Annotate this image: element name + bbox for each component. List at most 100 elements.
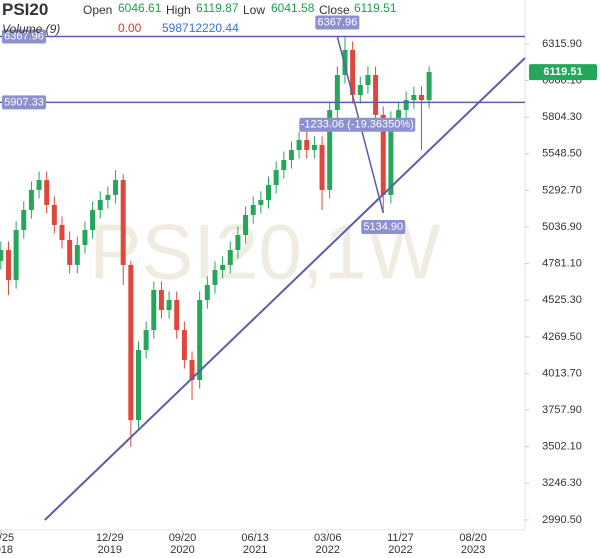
candle-body	[13, 230, 19, 280]
x-tick-label: 11/27	[387, 532, 414, 544]
candle-body	[74, 245, 80, 265]
y-tick-label: 3246.30	[542, 477, 582, 489]
y-tick-label: 4781.10	[542, 258, 582, 270]
candle-body	[373, 74, 379, 115]
y-tick-label: 4525.30	[542, 294, 582, 306]
candle-body	[327, 110, 333, 190]
candle-body	[151, 289, 157, 331]
candle-body	[380, 114, 386, 195]
x-tick-label: 12/29	[96, 532, 124, 544]
x-tick-year: 2022	[388, 544, 412, 556]
candle-body	[67, 240, 73, 265]
candle-body	[174, 299, 180, 331]
trough-label-bg	[361, 219, 406, 234]
candle-body	[158, 289, 164, 311]
candle-body	[334, 74, 340, 111]
candle-body	[426, 72, 432, 101]
last-price-bg	[529, 64, 597, 81]
x-tick-label: 08/20	[459, 532, 487, 544]
candle-body	[113, 180, 119, 195]
volume-value-b: 598712220.44	[162, 21, 239, 35]
candle-body	[388, 119, 394, 195]
x-tick-label: 03/06	[314, 532, 342, 544]
candle-body	[204, 284, 210, 300]
candle-body	[21, 209, 27, 231]
candle-body	[143, 330, 149, 350]
change-label: -1233.06 (-19.36350%)	[301, 119, 414, 131]
volume-label: Volume (9)	[2, 22, 61, 36]
candle-body	[403, 100, 409, 111]
candle-body	[181, 330, 187, 360]
x-tick-year: 2023	[461, 544, 485, 556]
candle-body	[166, 299, 172, 311]
line-label: 5907.33	[4, 96, 44, 108]
peak-label: 6367.96	[317, 16, 357, 28]
candle-body	[189, 359, 195, 381]
candle-body	[273, 170, 279, 186]
open-value: 6046.61	[118, 1, 162, 15]
trendline	[44, 57, 526, 521]
candle-body	[304, 139, 310, 150]
x-tick-label: 11/25	[0, 532, 14, 544]
candle-body	[266, 185, 272, 200]
candle-body	[350, 49, 356, 96]
candle-body	[0, 250, 4, 261]
close-label: Close	[319, 3, 350, 17]
line-label: 6367.96	[4, 30, 44, 42]
y-tick-label: 6315.90	[542, 38, 582, 50]
y-tick-label: 4269.50	[542, 331, 582, 343]
candle-body	[319, 144, 325, 190]
y-tick-label: 5292.70	[542, 184, 582, 196]
candle-body	[258, 199, 264, 205]
candle-body	[220, 264, 226, 270]
candle-body	[97, 199, 103, 210]
candle-body	[365, 74, 371, 86]
candles	[0, 36, 432, 447]
x-tick-year: 2019	[98, 544, 122, 556]
x-tick-year: 2018	[0, 544, 13, 556]
symbol: PSI20	[2, 0, 49, 19]
candle-body	[51, 204, 57, 225]
candle-body	[212, 269, 218, 285]
open-label: Open	[83, 3, 113, 17]
candle-body	[90, 209, 96, 231]
candle-body	[5, 250, 11, 280]
candle-body	[227, 250, 233, 265]
x-tick-year: 2021	[243, 544, 267, 556]
candle-body	[120, 180, 126, 265]
x-tick-label: 06/13	[241, 532, 269, 544]
candle-body	[135, 349, 141, 421]
candle-body	[250, 204, 256, 215]
candle-body	[28, 189, 34, 210]
close-value: 6119.51	[354, 1, 397, 15]
y-tick-label: 5548.50	[542, 148, 582, 160]
candle-body	[128, 264, 134, 421]
candle-body	[105, 194, 111, 200]
candle-body	[197, 299, 203, 381]
line-label-bg	[2, 29, 46, 44]
low-label: Low	[243, 3, 266, 17]
candle-body	[357, 85, 363, 96]
peak-label-bg	[315, 15, 360, 30]
x-tick-year: 2022	[316, 544, 340, 556]
candle-body	[59, 224, 65, 241]
y-tick-label: 5036.90	[542, 221, 582, 233]
candle-body	[36, 180, 42, 190]
change-label-bg	[299, 117, 416, 132]
candle-body	[418, 95, 424, 101]
candle-body	[342, 49, 348, 75]
candle-body	[288, 149, 294, 161]
candle-body	[281, 160, 287, 171]
high-value: 6119.87	[196, 1, 239, 15]
candle-body	[296, 139, 302, 150]
candle-body	[82, 230, 88, 246]
candle-body	[396, 110, 402, 120]
y-tick-label: 5804.30	[542, 111, 582, 123]
low-value: 6041.58	[271, 1, 315, 15]
line-label-bg	[2, 95, 46, 110]
high-label: High	[166, 3, 191, 17]
candle-body	[44, 180, 50, 205]
x-tick-year: 2020	[170, 544, 194, 556]
